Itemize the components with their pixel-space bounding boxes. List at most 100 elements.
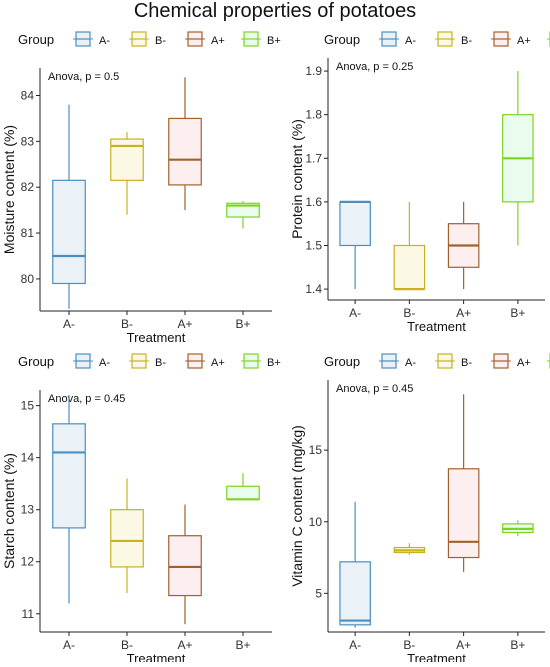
- legend-3: Group A- B- A+ B+: [18, 353, 281, 369]
- legend-label: A-: [99, 357, 110, 369]
- y-tick-label: 1.4: [305, 282, 322, 296]
- legend-item-B-: B-: [129, 353, 166, 369]
- x-tick-label: B+: [235, 638, 250, 652]
- y-tick-label: 13: [21, 503, 35, 517]
- x-tick-label: A-: [63, 638, 75, 652]
- legend-item-A-: A-: [73, 31, 110, 47]
- legend-label: A-: [99, 35, 110, 47]
- y-tick-label: 14: [21, 451, 35, 465]
- box-B+: [226, 473, 260, 501]
- x-tick-label: B-: [403, 306, 415, 320]
- legend-label: B-: [461, 357, 472, 369]
- y-tick-label: 80: [21, 272, 35, 286]
- box-B-: [110, 478, 144, 593]
- panel-2: GroupA-B-A+B+1.41.51.61.71.81.9A-B-A+B+T…: [289, 31, 550, 334]
- legend-label: B+: [267, 35, 281, 47]
- box-B+: [226, 200, 260, 229]
- x-axis-title: Treatment: [407, 651, 466, 662]
- x-tick-label: B-: [121, 317, 133, 331]
- legend-item-B+: B+: [241, 353, 281, 369]
- y-tick-label: 1.8: [305, 108, 322, 122]
- panel-1: Group A- B- A+ B+ 80 81 82 83 84 A- B- A+ B+ Treatment…: [1, 31, 281, 345]
- iqr-box: [339, 561, 371, 626]
- iqr-box: [226, 485, 260, 500]
- legend-label: B-: [155, 357, 166, 369]
- y-axis-title: Starch content (%): [1, 453, 17, 569]
- box-A-: [339, 501, 371, 628]
- legend-label: B+: [267, 357, 281, 369]
- legend-label: A-: [405, 357, 416, 369]
- legend-title: Group: [18, 32, 54, 47]
- x-tick-label: A-: [63, 317, 75, 331]
- legend-item-B-: B-: [435, 353, 472, 369]
- box-A+: [168, 77, 202, 211]
- panel-4: GroupA-B-A+B+51015A-B-A+B+TreatmentVitam…: [289, 353, 550, 666]
- x-axis-title: Treatment: [127, 651, 186, 662]
- iqr-box: [168, 535, 202, 597]
- box-B-: [110, 132, 144, 215]
- x-axis-title: Treatment: [407, 319, 466, 334]
- y-tick-label: 81: [21, 226, 35, 240]
- iqr-box: [168, 117, 202, 186]
- x-tick-label: B-: [403, 638, 415, 652]
- panel-3: Group A- B- A+ B+ 11 12 13 14 15 A- B- A+ B+ Treatment…: [1, 353, 281, 666]
- y-axis-title: Protein content (%): [289, 119, 305, 239]
- x-tick-label: B+: [510, 638, 525, 652]
- y-tick-label: 84: [21, 89, 35, 103]
- box-A-: [52, 104, 86, 309]
- legend-title: Group: [18, 354, 54, 369]
- y-tick-label: 5: [315, 586, 322, 600]
- x-tick-label: A+: [177, 317, 192, 331]
- anova-annotation: Anova, p = 0.25: [336, 61, 413, 73]
- legend-item-A-: A-: [379, 353, 416, 369]
- legend-item-A+: A+: [491, 31, 531, 47]
- legend-item-B-: B-: [129, 31, 166, 47]
- y-axis-title: Moisture content (%): [1, 125, 17, 254]
- box-B+: [502, 71, 534, 246]
- iqr-box: [52, 423, 86, 529]
- legend-label: A-: [405, 35, 416, 47]
- anova-annotation: Anova, p = 0.45: [48, 393, 125, 405]
- legend-title: Group: [324, 32, 360, 47]
- anova-annotation: Anova, p = 0.45: [336, 383, 413, 395]
- y-tick-label: 10: [309, 515, 323, 529]
- box-A+: [168, 504, 202, 625]
- iqr-box: [339, 201, 371, 247]
- x-tick-label: A+: [177, 638, 192, 652]
- x-tick-label: B+: [510, 306, 525, 320]
- y-tick-label: 11: [22, 607, 35, 621]
- legend-item-A+: A+: [491, 353, 531, 369]
- legend-item-A+: A+: [185, 31, 225, 47]
- x-axis-title: Treatment: [127, 330, 186, 345]
- legend-label: B-: [461, 35, 472, 47]
- box-A-: [339, 200, 371, 290]
- x-tick-label: B-: [121, 638, 133, 652]
- box-B-: [393, 201, 426, 291]
- y-tick-label: 1.5: [305, 238, 322, 252]
- iqr-box: [226, 202, 260, 218]
- x-tick-label: A+: [456, 638, 471, 652]
- legend-item-B+: B+: [241, 31, 281, 47]
- y-tick-label: 83: [21, 134, 35, 148]
- box-A+: [447, 201, 480, 290]
- box-B-: [393, 543, 426, 555]
- y-tick-label: 12: [21, 555, 35, 569]
- x-tick-label: A-: [349, 638, 361, 652]
- legend-title: Group: [324, 354, 360, 369]
- box-A-: [52, 395, 86, 604]
- iqr-box: [393, 244, 426, 290]
- y-tick-label: 1.9: [305, 64, 322, 78]
- y-tick-label: 15: [309, 443, 323, 457]
- y-tick-label: 82: [21, 180, 35, 194]
- x-tick-label: A+: [456, 306, 471, 320]
- iqr-box: [52, 179, 86, 285]
- legend-item-A-: A-: [379, 31, 416, 47]
- figure-title: Chemical properties of potatoes: [133, 0, 417, 22]
- legend-item-A+: A+: [185, 353, 225, 369]
- legend-1: Group A- B- A+ B+: [18, 31, 281, 47]
- y-tick-label: 1.6: [305, 195, 322, 209]
- box-A+: [447, 394, 480, 572]
